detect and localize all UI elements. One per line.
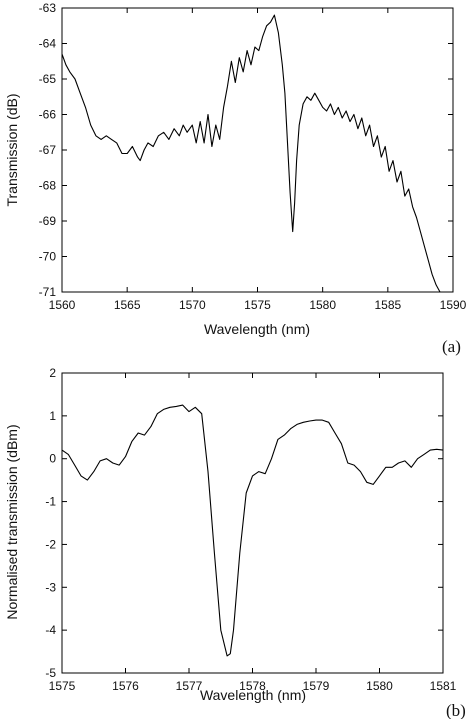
panel-a-y-tick-label: -67	[39, 143, 57, 157]
panel-b-y-tick-label: 1	[49, 409, 56, 423]
panel-a-x-tick-label: 1575	[244, 298, 271, 312]
panel-a-y-tick-label: -64	[39, 37, 57, 51]
panel-b-plot-frame	[61, 372, 444, 674]
panel-a-x-tick-label: 1560	[49, 298, 76, 312]
panel-a-x-tick-label: 1585	[374, 298, 401, 312]
panel-b-x-axis-title: Wavelength (nm)	[200, 687, 306, 703]
panel-a-y-tick-label: -68	[39, 179, 57, 193]
panel-a-transmission: 1560 1565 1570 1575 1580 1585 1590 -71 -70 -69 -68…	[4, 1, 467, 356]
panel-b-y-tick-label: 0	[49, 452, 56, 466]
panel-a-label: (a)	[442, 337, 461, 356]
panel-a-y-axis-title: Transmission (dB)	[4, 93, 20, 206]
panel-a-x-tick-label: 1580	[309, 298, 336, 312]
panel-b-x-tick-label: 1575	[49, 679, 76, 693]
panel-b-x-tick-label: 1577	[176, 679, 203, 693]
panel-b-y-tick-label: -4	[45, 623, 56, 637]
panel-b-ticks: 1575 1576 1577 1578 1579 1580 1581 -5 -4 -3 -2 -1 0 1…	[45, 366, 456, 693]
panel-a-y-tick-label: -63	[39, 1, 57, 15]
panel-b-y-axis-title: Normalised transmission (dBm)	[4, 424, 20, 619]
panel-b-normalised-transmission: 1575 1576 1577 1578 1579 1580 1581 -5 -4 -3 -2 -1 0 1…	[4, 366, 466, 719]
panel-b-x-tick-label: 1580	[366, 679, 393, 693]
panel-a-y-tick-label: -66	[39, 108, 57, 122]
panel-b-x-tick-label: 1581	[430, 679, 457, 693]
panel-a-y-tick-label: -71	[39, 285, 57, 299]
panel-b-y-tick-label: 2	[49, 366, 56, 380]
panel-b-x-tick-label: 1578	[239, 679, 266, 693]
panel-a-x-tick-label: 1590	[440, 298, 467, 312]
panel-a-y-tick-label: -65	[39, 72, 57, 86]
panel-b-x-tick-label: 1579	[303, 679, 330, 693]
panel-a-x-tick-label: 1570	[179, 298, 206, 312]
panel-a-x-axis-title: Wavelength (nm)	[204, 321, 310, 337]
panel-a-y-tick-label: -70	[39, 250, 57, 264]
panel-b-x-tick-label: 1576	[112, 679, 139, 693]
panel-a-transmission-line	[61, 14, 441, 293]
panel-b-y-tick-label: -1	[45, 495, 56, 509]
panel-b-label: (b)	[446, 701, 466, 719]
panel-b-y-tick-label: -3	[45, 580, 56, 594]
panel-a-y-tick-label: -69	[39, 214, 57, 228]
panel-a-x-tick-label: 1565	[114, 298, 141, 312]
panel-b-transmission-line	[61, 404, 444, 657]
panel-a-ticks: 1560 1565 1570 1575 1580 1585 1590 -71 -70 -69 -68…	[39, 1, 467, 312]
panel-b-y-tick-label: -2	[45, 537, 56, 551]
panel-b-y-tick-label: -5	[45, 666, 56, 680]
